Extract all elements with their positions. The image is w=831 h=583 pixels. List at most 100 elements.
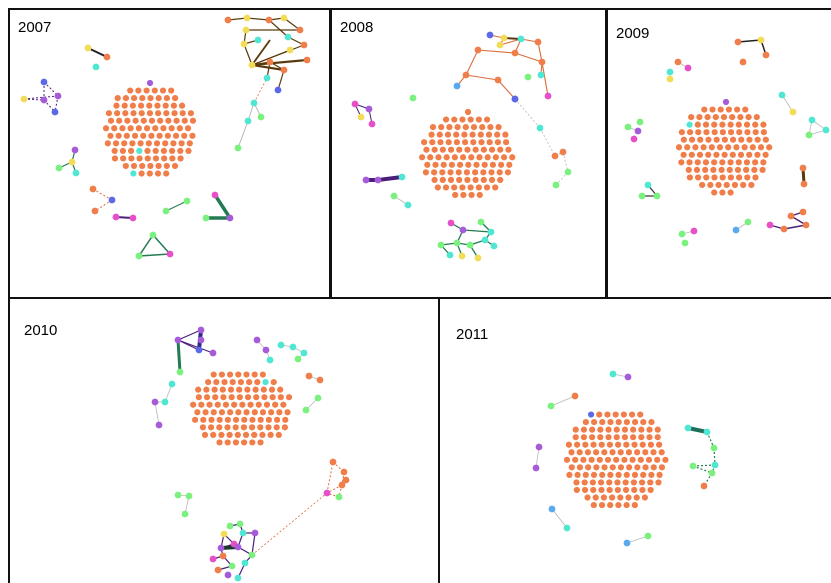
network-node <box>572 434 579 441</box>
network-node <box>696 113 703 121</box>
network-node <box>712 113 719 121</box>
network-node <box>498 161 505 168</box>
network-node <box>568 449 575 456</box>
network-node <box>316 376 324 384</box>
network-node <box>638 479 646 486</box>
network-node <box>681 239 689 247</box>
network-node <box>746 151 753 158</box>
network-node <box>488 169 495 176</box>
network-node <box>113 102 120 109</box>
network-node <box>713 151 720 158</box>
network-node <box>488 176 496 183</box>
network-node <box>614 479 621 486</box>
network-node <box>249 416 256 423</box>
network-node <box>129 140 136 147</box>
network-node <box>277 341 285 349</box>
network-node <box>189 132 196 139</box>
network-node <box>226 214 234 222</box>
network-node <box>615 441 622 448</box>
network-node <box>194 409 201 416</box>
network-node <box>630 135 638 143</box>
network-node <box>249 439 256 446</box>
network-node <box>266 356 274 364</box>
network-node <box>231 401 238 408</box>
network-node <box>195 346 203 354</box>
network-node <box>506 161 513 168</box>
network-node <box>216 424 223 431</box>
network-node <box>453 131 460 138</box>
network-node <box>280 14 288 22</box>
network-node <box>496 41 504 49</box>
network-node <box>104 140 111 147</box>
network-node <box>702 159 710 166</box>
network-node <box>743 121 751 128</box>
network-node <box>470 139 477 146</box>
network-node <box>257 416 264 423</box>
network-node <box>645 456 653 463</box>
network-node <box>154 102 161 109</box>
network-node <box>590 486 597 494</box>
network-node <box>606 486 613 494</box>
network-node <box>572 456 579 463</box>
network-node <box>628 411 636 418</box>
network-node <box>565 441 573 448</box>
network-node <box>447 176 455 183</box>
network-node <box>641 494 649 501</box>
network-edge <box>277 69 285 91</box>
network-node <box>275 431 282 438</box>
network-node <box>112 213 120 221</box>
network-node <box>802 221 810 229</box>
network-node <box>648 418 655 426</box>
network-node <box>693 166 701 173</box>
network-node <box>605 434 612 441</box>
network-node <box>210 431 217 438</box>
network-node <box>719 159 726 166</box>
network-node <box>582 471 589 478</box>
network-node <box>140 117 147 124</box>
network-node <box>259 409 267 416</box>
network-node <box>257 113 265 121</box>
network-node <box>137 102 145 109</box>
network-node <box>208 416 215 423</box>
network-node <box>241 559 249 567</box>
network-node <box>678 230 686 238</box>
network-node <box>163 162 170 170</box>
network-node <box>484 154 491 161</box>
network-node <box>492 184 499 191</box>
network-node <box>259 371 266 378</box>
network-node <box>461 131 468 138</box>
network-node <box>171 162 179 170</box>
network-node <box>734 166 742 173</box>
network-node <box>40 78 48 86</box>
network-node <box>303 56 311 64</box>
network-node <box>609 494 616 501</box>
network-node <box>524 73 532 81</box>
network-node <box>257 439 264 446</box>
network-node <box>634 449 641 456</box>
network-node <box>224 571 232 579</box>
network-node <box>55 164 63 172</box>
network-node <box>688 151 695 158</box>
network-node <box>617 464 625 471</box>
network-node <box>582 441 589 448</box>
network-node <box>464 108 472 116</box>
network-node <box>738 136 745 143</box>
network-node <box>700 144 707 151</box>
network-node <box>127 87 134 94</box>
network-node <box>227 409 234 416</box>
network-node <box>453 82 461 90</box>
network-node <box>593 449 600 456</box>
network-edge <box>539 127 556 157</box>
network-node <box>165 117 172 124</box>
network-node <box>127 125 134 132</box>
network-node <box>236 520 244 528</box>
network-node <box>604 411 611 418</box>
network-edge <box>253 77 268 104</box>
network-node <box>483 116 491 123</box>
network-node <box>456 176 463 183</box>
network-node <box>613 426 620 433</box>
network-node <box>609 370 617 378</box>
network-node <box>130 94 138 102</box>
network-node <box>743 166 750 173</box>
network-node <box>139 162 146 170</box>
